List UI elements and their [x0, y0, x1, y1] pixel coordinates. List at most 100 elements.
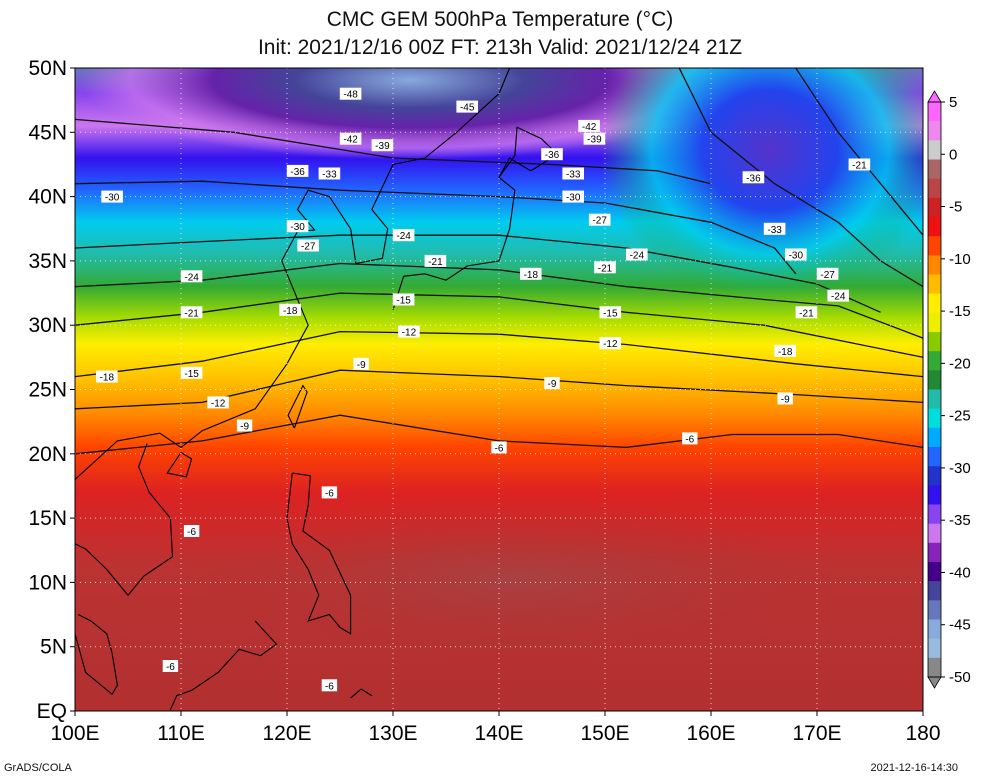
isotherm-line [75, 330, 923, 378]
coastline [169, 620, 278, 710]
isotherm-line [75, 118, 712, 185]
contour-label-box [286, 220, 309, 233]
contour-label: -6 [495, 443, 504, 454]
contour-label: -6 [325, 488, 334, 499]
contour-label-box [101, 190, 123, 203]
isotherm-line [75, 369, 923, 410]
contour-label-box [424, 254, 447, 267]
contour-label-box [398, 325, 420, 338]
colorbar-label: -30 [949, 460, 971, 477]
contour-label-box [339, 87, 362, 100]
contour-label: -6 [325, 681, 334, 692]
colorbar-swatch [928, 542, 941, 563]
colorbar-label: -45 [949, 617, 971, 634]
colorbar-swatch [928, 293, 941, 314]
contour-label-box [599, 337, 622, 350]
contour-label-box [827, 289, 849, 302]
contour-label-box [562, 190, 584, 203]
colorbar-label: 0 [949, 146, 957, 163]
contour-label-box [236, 419, 253, 432]
lat-label: 5N [40, 636, 67, 659]
contour-label-box [562, 167, 584, 180]
colorbar-swatch [928, 466, 941, 486]
colorbar-swatch [928, 351, 941, 371]
colorbar-bottom-arrow [927, 676, 942, 689]
contour-label: -36 [746, 173, 761, 184]
contour-label: -9 [240, 422, 249, 433]
contour-label-box [763, 222, 786, 235]
colorbar-labels: 5 0 -5 -10 -15 -20 -25 -30 -35 -40 -45 -50 [941, 94, 971, 686]
colorbar-swatch [928, 274, 941, 295]
contour-label: -42 [343, 135, 358, 146]
isotherm-line [75, 180, 797, 275]
isotherm-line [75, 234, 881, 313]
colorbar-swatch [928, 600, 941, 620]
contour-label-box [816, 267, 839, 280]
contour-label: -27 [820, 270, 835, 281]
colorbar-swatch [928, 408, 941, 429]
contour-label: -21 [598, 263, 613, 274]
contour-label-box [599, 306, 622, 319]
lat-label: 35N [28, 250, 67, 273]
footer-timestamp: 2021-12-16-14:30 [870, 762, 958, 774]
contour-label: -27 [592, 216, 607, 227]
colorbar-swatch [928, 102, 941, 122]
contour-label-box [456, 100, 478, 113]
contour-label: -6 [166, 662, 175, 673]
contour-label-box [491, 441, 507, 454]
coastlines [75, 68, 559, 711]
coastline [166, 452, 193, 478]
colorbar-swatch [928, 447, 941, 467]
contour-label: -9 [548, 379, 557, 390]
lon-label: 120E [262, 722, 311, 745]
contour-label: -33 [322, 170, 337, 181]
contour-label-box [785, 248, 807, 261]
lat-label: 40N [28, 186, 67, 209]
contour-label-box [544, 377, 560, 390]
contour-label: -15 [396, 296, 411, 307]
contour-label: -12 [603, 339, 618, 350]
lon-label: 150E [580, 722, 629, 745]
contour-label-box [286, 164, 309, 177]
colorbar-swatch [928, 197, 941, 218]
contour-label: -33 [566, 170, 581, 181]
contour-label: -30 [566, 193, 581, 204]
colorbar-swatch [928, 121, 941, 141]
contour-label-box [162, 660, 179, 672]
chart-title: CMC GEM 500hPa Temperature (°C) [326, 8, 674, 31]
warm-pool-shading [200, 500, 840, 660]
longitude-labels: 100E 110E 120E 130E 140E 150E 160E 170E 180 [50, 722, 940, 745]
lon-label: 140E [474, 722, 523, 745]
contour-label-box [626, 248, 648, 261]
colorbar-swatch [928, 657, 941, 678]
contour-label-box [392, 293, 415, 306]
colorbar-swatch [928, 140, 941, 160]
graticule [75, 68, 923, 711]
isotherm-line [75, 262, 923, 339]
contour-label: -6 [187, 527, 196, 538]
colorbar-swatch [928, 562, 941, 582]
contour-label: -21 [799, 308, 814, 319]
contour-label: -30 [290, 222, 305, 233]
contour-label-box [339, 132, 362, 145]
contour-label: -33 [767, 225, 782, 236]
contour-label-box [594, 261, 616, 274]
contour-label-box [682, 432, 698, 445]
contour-label: -30 [789, 251, 804, 262]
coastline [75, 443, 174, 597]
contour-label: -9 [357, 360, 366, 371]
colorbar-frame [927, 101, 942, 678]
colorbar-swatch [928, 217, 941, 237]
colorbar-swatch [928, 504, 941, 525]
contour-labels: -48 -45 -42 -39 -36 -33 -30 -30 -27 -24 -21 -24 -21 -… [96, 87, 871, 692]
footer-credit: GrADS/COLA [4, 762, 72, 774]
axis-ticks [70, 67, 924, 716]
colorbar-swatch [928, 370, 941, 390]
coastline [287, 384, 308, 429]
contour-label-box [297, 239, 319, 252]
contour-label-box [183, 525, 200, 537]
latitude-labels: 50N 45N 40N 35N 30N 25N 20N 15N 10N 5N EQ [28, 57, 67, 723]
contour-label-box [588, 213, 611, 226]
contour-label-box [777, 392, 793, 405]
